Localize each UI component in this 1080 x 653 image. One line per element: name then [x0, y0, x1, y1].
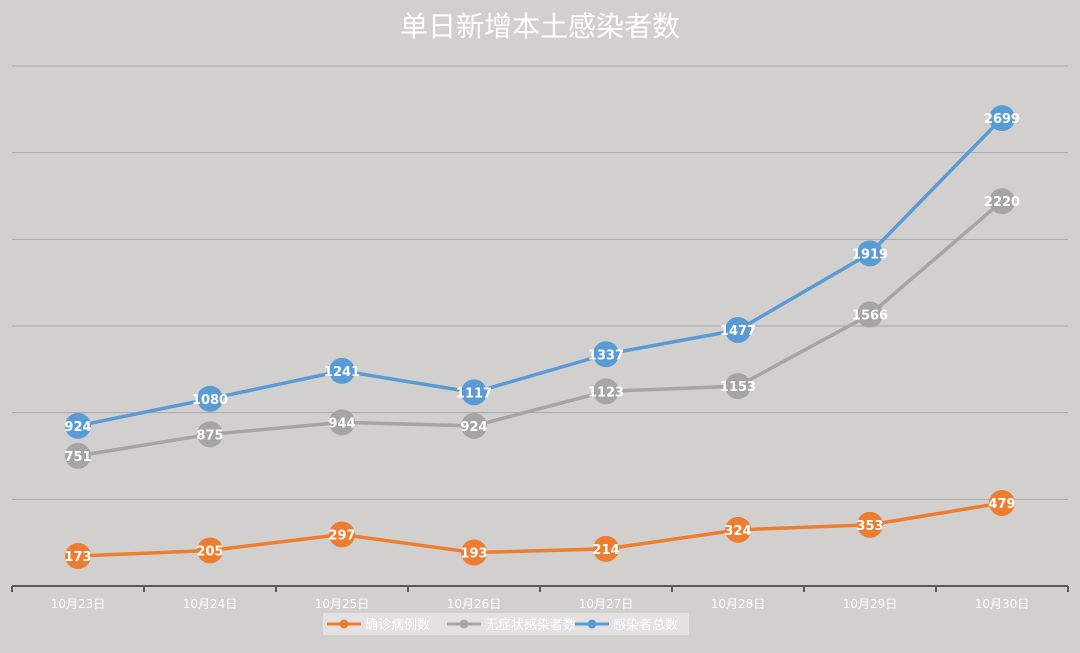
data-label: 1566 [852, 309, 888, 324]
legend-item: 无症状感染者数 [447, 617, 576, 633]
x-axis: 10月23日 10月24日 10月25日 10月26日 10月27日 10月28日 10月2… [11, 585, 1069, 611]
series-line [77, 199, 1004, 458]
series-line [77, 116, 1004, 428]
data-label: 214 [592, 543, 619, 558]
data-label: 205 [196, 544, 223, 559]
data-label: 324 [724, 524, 751, 539]
data-point [197, 421, 223, 448]
data-label: 1080 [192, 393, 228, 408]
data-point [725, 516, 751, 543]
data-point [329, 521, 355, 548]
grid-lines [12, 65, 1068, 500]
legend-label: 确诊病例数 [365, 618, 430, 633]
data-point [65, 412, 91, 439]
series-3: 924 1080 1241 1117 1337 1477 1919 2699 [64, 105, 1020, 439]
data-label: 297 [328, 529, 355, 544]
x-tick-label: 10月23日 [51, 597, 106, 611]
data-point [725, 373, 751, 400]
data-point [461, 412, 487, 439]
legend-label: 感染者总数 [613, 617, 678, 633]
x-tick-label: 10月27日 [579, 597, 634, 611]
data-label: 944 [328, 416, 355, 431]
legend-box [323, 613, 689, 635]
legend-marker [459, 619, 469, 629]
series-2: 751 875 944 924 1123 1153 1566 2220 [64, 188, 1020, 469]
x-tick-label: 10月26日 [447, 597, 502, 611]
data-label: 193 [460, 547, 487, 562]
series-group: 173 205 297 193 214 324 353 479 751 875 944 924 1123… [64, 105, 1020, 570]
data-point [329, 409, 355, 436]
data-point [593, 378, 619, 405]
legend-item: 感染者总数 [575, 617, 678, 633]
data-label: 875 [196, 428, 223, 443]
data-label: 173 [64, 550, 91, 565]
data-point [989, 188, 1015, 215]
legend: 确诊病例数 无症状感染者数 感染者总数 [323, 613, 689, 635]
data-label: 479 [988, 497, 1015, 512]
data-label: 2699 [984, 112, 1020, 127]
data-point [857, 511, 883, 538]
data-label: 924 [64, 420, 91, 435]
legend-label: 无症状感染者数 [485, 617, 576, 633]
data-label: 1123 [588, 385, 624, 400]
data-point [329, 357, 355, 384]
x-tick-label: 10月25日 [315, 597, 370, 611]
data-label: 1153 [720, 380, 756, 395]
data-point [197, 385, 223, 412]
data-point [65, 543, 91, 570]
x-tick-label: 10月24日 [183, 597, 238, 611]
data-label: 2220 [984, 195, 1020, 210]
legend-marker [339, 619, 349, 629]
data-label: 751 [64, 450, 91, 465]
data-point [857, 301, 883, 328]
data-point [197, 537, 223, 564]
data-label: 353 [856, 519, 883, 534]
x-tick-label: 10月30日 [975, 597, 1030, 611]
data-point [593, 535, 619, 562]
x-tick-label: 10月28日 [711, 597, 766, 611]
data-point [461, 379, 487, 406]
data-label: 1117 [456, 386, 492, 401]
data-label: 1241 [324, 365, 360, 380]
legend-marker [587, 619, 597, 629]
chart-title: 单日新增本土感染者数 [400, 10, 680, 43]
data-point [593, 341, 619, 368]
data-label: 1477 [720, 324, 756, 339]
data-point [857, 240, 883, 267]
data-point [989, 489, 1015, 516]
legend-item: 确诊病例数 [327, 618, 430, 633]
data-label: 924 [460, 420, 487, 435]
series-1: 173 205 297 193 214 324 353 479 [64, 489, 1016, 570]
data-label: 1337 [588, 348, 624, 363]
series-line [77, 501, 1003, 558]
data-label: 1919 [852, 247, 888, 262]
data-point [725, 316, 751, 343]
x-tick-label: 10月29日 [843, 597, 898, 611]
data-point [989, 105, 1015, 132]
data-point [461, 539, 487, 566]
data-point [65, 442, 91, 469]
